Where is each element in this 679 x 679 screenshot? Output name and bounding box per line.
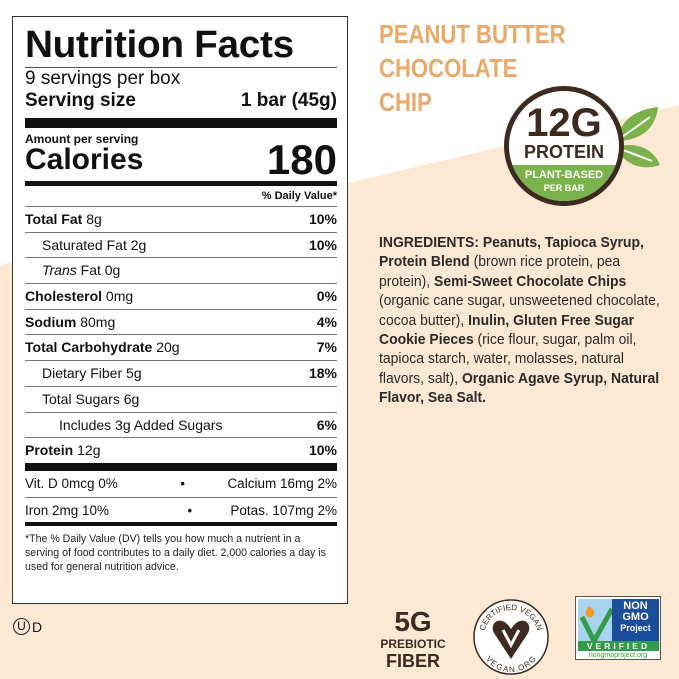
amount-per-serving: Amount per serving (25, 132, 139, 146)
nutrient-row: Total Carbohydrate 20g 7% (25, 334, 337, 360)
nutrition-title: Nutrition Facts (25, 24, 294, 66)
nutrient-row: Trans Fat 0g (25, 257, 337, 283)
serving-size: Serving size 1 bar (45g) (25, 90, 337, 111)
daily-value-header: % Daily Value* (261, 190, 337, 202)
nutrient-row: Dietary Fiber 5g 18% (25, 360, 337, 386)
nutrition-facts-label: Nutrition Facts 9 servings per box Servi… (12, 16, 348, 604)
leaf-icon (616, 107, 660, 168)
vitamin-row: Vit. D 0mcg 0% • Calcium 16mg 2% (25, 475, 337, 491)
flavor-name: PEANUT BUTTER CHOCOLATE CHIP (379, 19, 566, 117)
servings-per-container: 9 servings per box (25, 68, 181, 89)
butterfly-plant-icon (579, 607, 614, 643)
prebiotic-fiber-badge: 5G PREBIOTIC FIBER (380, 606, 446, 672)
vitamin-row: Iron 2mg 10% • Potas. 107mg 2% (25, 496, 337, 523)
footnote: *The % Daily Value (DV) tells you how mu… (25, 533, 326, 574)
non-gmo-verified-seal: NON GMO Project VERIFIED nongmoproject.org (575, 596, 661, 660)
nutrient-row: Total Sugars 6g (25, 385, 337, 412)
nutrient-row: Sodium 80mg 4% (25, 308, 337, 335)
calories: Calories 180 (25, 136, 337, 183)
certified-vegan-seal: CERTIFIED VEGAN VEGAN.ORG (473, 599, 549, 675)
nutrient-row: Saturated Fat 2g 10% (25, 231, 337, 258)
nutrient-row: Cholesterol 0mg 0% (25, 283, 337, 309)
protein-badge: 12G PROTEIN PLANT-BASED PER BAR (504, 86, 624, 206)
nutrient-row: Includes 3g Added Sugars 6% (25, 411, 337, 438)
nutrient-row: Protein 12g 10% (25, 437, 337, 463)
ingredients: INGREDIENTS: Peanuts, Tapioca Syrup, Pro… (379, 234, 660, 407)
nutrient-row: Total Fat 8g 10% (25, 206, 337, 232)
